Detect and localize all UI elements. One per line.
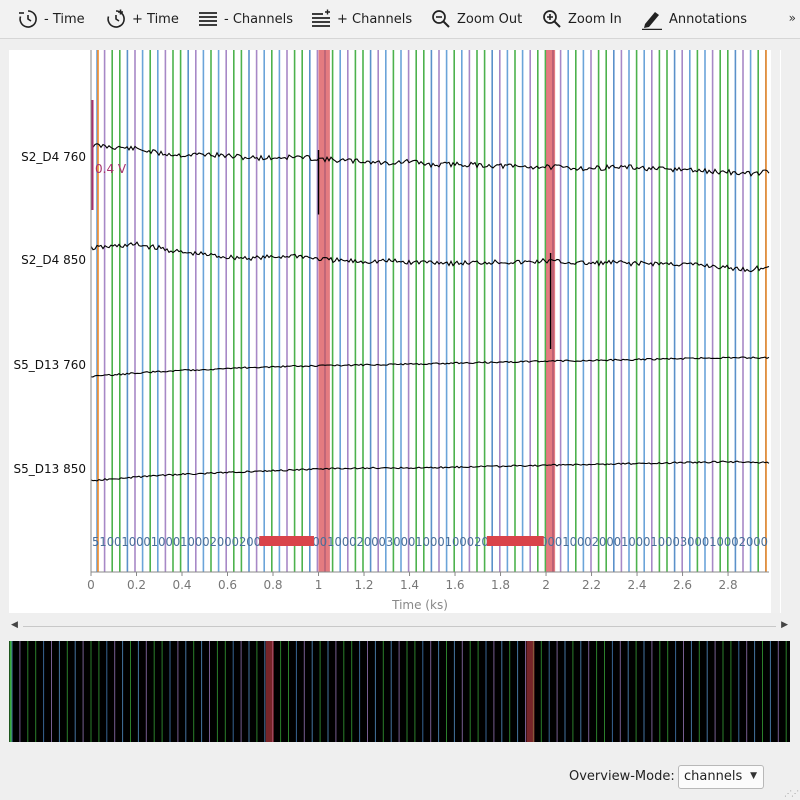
clock-plus-icon: [107, 9, 125, 28]
annotation-span: [318, 50, 330, 572]
scroll-right-icon[interactable]: ▶: [781, 620, 788, 630]
overview-annotation-span: [526, 641, 535, 742]
chevron-down-icon: ▼: [750, 771, 757, 781]
signal-trace: [90, 241, 770, 273]
channel-label: S5_D13 760: [14, 358, 86, 372]
signal-trace: [90, 460, 770, 482]
zoom-in-button[interactable]: Zoom In: [542, 0, 622, 38]
x-tick-label: 1.4: [400, 578, 419, 592]
toolbar-overflow-button[interactable]: »: [788, 11, 796, 25]
overview-annotation-span: [265, 641, 274, 742]
annotations-label: Annotations: [669, 11, 748, 27]
x-tick-label: 2: [542, 578, 550, 592]
zoom-out-label: Zoom Out: [457, 11, 523, 27]
x-tick-label: 2.6: [673, 578, 692, 592]
overview-mode-select[interactable]: channels ▼: [678, 765, 764, 789]
zoom-out-button[interactable]: Zoom Out: [431, 0, 522, 38]
x-tick-label: 1.2: [354, 578, 373, 592]
signal-plot-panel[interactable]: S2_D4 760 S2_D4 850 S5_D13 760 S5_D13 850 0.…: [9, 50, 781, 613]
pencil-icon: [642, 12, 662, 30]
vertical-scrollbar[interactable]: [771, 50, 780, 613]
zoom-out-icon: [432, 10, 450, 28]
scale-bar-label: 0.4 V: [95, 162, 127, 176]
overview-mode-label: Overview-Mode:: [569, 769, 675, 784]
x-tick-label: 1.8: [491, 578, 510, 592]
event-label-highlight: [259, 536, 314, 546]
channels-plus-icon: [312, 9, 330, 27]
time-decrease-button[interactable]: - Time: [18, 0, 85, 38]
x-axis-label: Time (ks): [391, 598, 448, 612]
x-tick-label: 2.4: [627, 578, 646, 592]
channel-label: S5_D13 850: [14, 462, 86, 476]
channels-decrease-button[interactable]: - Channels: [198, 0, 293, 38]
time-increase-label: + Time: [132, 11, 179, 27]
signal-trace: [90, 356, 770, 378]
clock-minus-icon: [19, 10, 37, 28]
channels-increase-label: + Channels: [337, 11, 413, 27]
horizontal-scrollbar[interactable]: ◀ ▶: [9, 619, 790, 635]
zoom-in-label: Zoom In: [568, 11, 622, 27]
signal-plot[interactable]: S2_D4 760 S2_D4 850 S5_D13 760 S5_D13 850 0.…: [9, 50, 771, 613]
event-labels: 5100100010001000200020003000100010002000…: [92, 535, 768, 549]
x-tick-label: 0.6: [218, 578, 237, 592]
annotations-button[interactable]: Annotations: [641, 0, 747, 38]
zoom-in-icon: [543, 10, 561, 28]
channel-label: S2_D4 850: [21, 253, 86, 267]
resize-grip-icon[interactable]: ⋰⋰: [784, 789, 799, 798]
x-tick-label: 2.2: [582, 578, 601, 592]
x-tick-label: 1.6: [445, 578, 464, 592]
x-tick-label: 1: [315, 578, 323, 592]
x-tick-label: 0.4: [172, 578, 191, 592]
overview-plot[interactable]: [9, 641, 790, 742]
overview-mode-value: channels: [684, 769, 743, 784]
event-label-highlight: [486, 536, 544, 546]
signal-trace: [90, 143, 770, 177]
toolbar: - Time + Time - Channels + Channels Zoom…: [0, 0, 800, 39]
x-tick-label: 2.8: [719, 578, 738, 592]
channel-label: S2_D4 760: [21, 150, 86, 164]
scroll-left-icon[interactable]: ◀: [11, 620, 18, 630]
scroll-track[interactable]: [23, 626, 776, 627]
channels-increase-button[interactable]: + Channels: [311, 0, 412, 38]
x-tick-label: 0: [87, 578, 95, 592]
overview-panel[interactable]: [9, 641, 790, 742]
channels-minus-icon: [199, 12, 217, 26]
x-tick-label: 0.2: [127, 578, 146, 592]
x-tick-label: 0.8: [263, 578, 282, 592]
channels-decrease-label: - Channels: [224, 11, 293, 27]
time-decrease-label: - Time: [44, 11, 85, 27]
time-increase-button[interactable]: + Time: [106, 0, 179, 38]
